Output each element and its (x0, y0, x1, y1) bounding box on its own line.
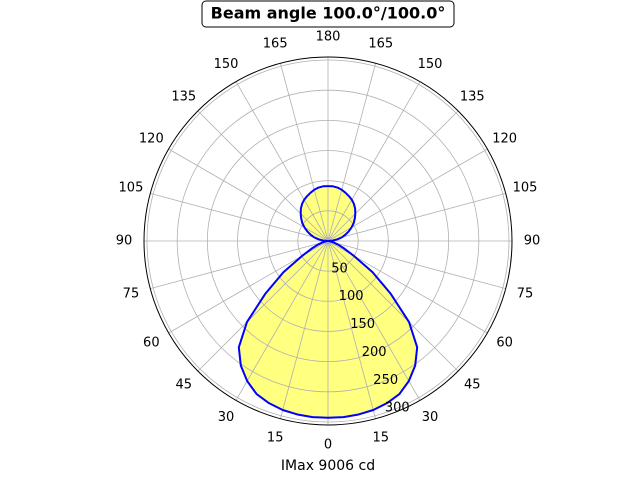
theta-tick-label: 150 (214, 57, 239, 72)
theta-tick-label: 105 (513, 181, 538, 196)
theta-tick-label: 30 (422, 410, 439, 425)
theta-tick-label: 60 (496, 336, 513, 351)
grid-spoke (327, 63, 377, 242)
r-tick-label: 100 (339, 289, 364, 304)
grid-spoke (235, 81, 329, 242)
grid-spoke (327, 240, 421, 401)
x-axis-label: IMax 9006 cd (281, 458, 375, 474)
theta-tick-label: 75 (517, 286, 534, 301)
theta-tick-label: 150 (418, 57, 443, 72)
theta-tick-label: 15 (373, 431, 390, 446)
grid-spoke (327, 110, 459, 242)
theta-tick-label: 60 (143, 336, 160, 351)
theta-tick-label: 45 (175, 378, 192, 393)
grid-spoke (327, 240, 506, 290)
grid-spoke (279, 63, 329, 242)
theta-tick-label: 135 (171, 89, 196, 104)
theta-tick-label: 90 (524, 234, 541, 249)
r-tick-label: 50 (331, 261, 348, 276)
theta-tick-label: 165 (263, 36, 288, 51)
theta-tick-label: 75 (123, 286, 140, 301)
grid-spoke (197, 110, 329, 242)
r-tick-label: 300 (385, 401, 410, 416)
beam-line (237, 185, 329, 419)
theta-tick-label: 45 (464, 378, 481, 393)
r-tick-label: 250 (373, 373, 398, 388)
r-tick-label: 200 (362, 345, 387, 360)
theta-tick-label: 120 (139, 132, 164, 147)
plot-area (143, 56, 513, 426)
grid-spoke (197, 240, 329, 372)
grid-spoke (168, 148, 329, 242)
theta-tick-label: 165 (368, 36, 393, 51)
r-tick-label: 150 (350, 317, 375, 332)
grid-spoke (327, 240, 377, 419)
title-box (201, 0, 455, 28)
theta-tick-label: 0 (324, 438, 332, 453)
grid-spoke (150, 240, 329, 290)
grid-spoke (327, 240, 459, 372)
grid-spoke (235, 240, 329, 401)
theta-tick-label: 135 (460, 89, 485, 104)
grid-spoke (327, 81, 421, 242)
grid-spoke (150, 192, 329, 242)
theta-tick-label: 180 (316, 30, 341, 45)
grid-spoke (327, 192, 506, 242)
grid-spoke (327, 148, 488, 242)
theta-tick-label: 105 (119, 181, 144, 196)
grid-spoke (279, 240, 329, 419)
chart-title: Beam angle 100.0°/100.0° (211, 4, 446, 23)
theta-tick-label: 90 (116, 234, 133, 249)
theta-tick-label: 15 (267, 431, 284, 446)
theta-tick-label: 120 (492, 132, 517, 147)
polar-frame (143, 56, 513, 426)
theta-tick-label: 30 (218, 410, 235, 425)
